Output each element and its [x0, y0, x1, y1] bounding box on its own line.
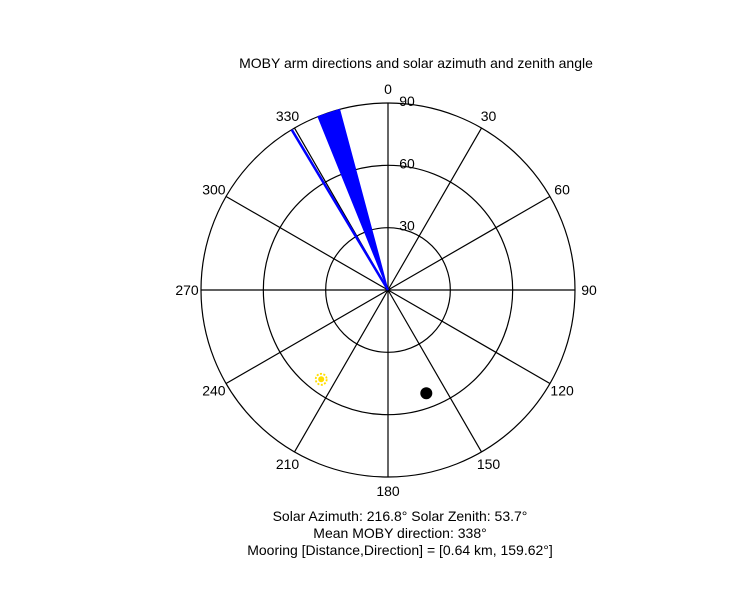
angle-tick-label: 240: [202, 383, 226, 399]
angle-tick-label: 120: [550, 383, 574, 399]
spoke-30: [387, 127, 483, 291]
angle-tick-label: 270: [175, 282, 199, 298]
spoke-240: [225, 289, 389, 385]
solar-caption: Solar Azimuth: 216.8° Solar Zenith: 53.7…: [272, 508, 528, 524]
chart-title: MOBY arm directions and solar azimuth an…: [239, 55, 593, 71]
moby-direction-caption: Mean MOBY direction: 338°: [313, 525, 487, 541]
spoke-60: [387, 195, 551, 291]
moby-arm-line: [290, 129, 390, 291]
spoke-150: [387, 289, 483, 453]
sun-marker: [314, 372, 328, 386]
angle-tick-label: 330: [276, 108, 300, 124]
angle-tick-label: 300: [202, 182, 226, 198]
angle-tick-label: 30: [481, 108, 497, 124]
angle-tick-label: 90: [581, 282, 597, 298]
angle-tick-label: 210: [276, 456, 300, 472]
angle-tick-label: 0: [384, 81, 392, 97]
angle-tick-label: 180: [376, 483, 400, 499]
sun-ring: [314, 372, 328, 386]
sun-core: [318, 376, 325, 383]
radial-tick-label: 90: [399, 93, 415, 109]
spoke-300: [225, 195, 389, 291]
moby-arm-wedge: [317, 108, 389, 291]
angle-tick-label: 150: [477, 456, 501, 472]
polar-grid: [200, 102, 576, 478]
angle-tick-label: 60: [554, 182, 570, 198]
radial-tick-label: 30: [399, 218, 415, 234]
tick-labels: 0 30 60 90 120 150 180 210 240 270 300 330 30 60 90: [175, 81, 597, 499]
mooring-caption: Mooring [Distance,Direction] = [0.64 km,…: [247, 542, 553, 558]
data-marks: [290, 108, 433, 400]
spoke-210: [293, 289, 389, 453]
spoke-120: [387, 289, 551, 385]
mooring-marker: [420, 387, 433, 400]
radial-tick-label: 60: [399, 155, 415, 171]
